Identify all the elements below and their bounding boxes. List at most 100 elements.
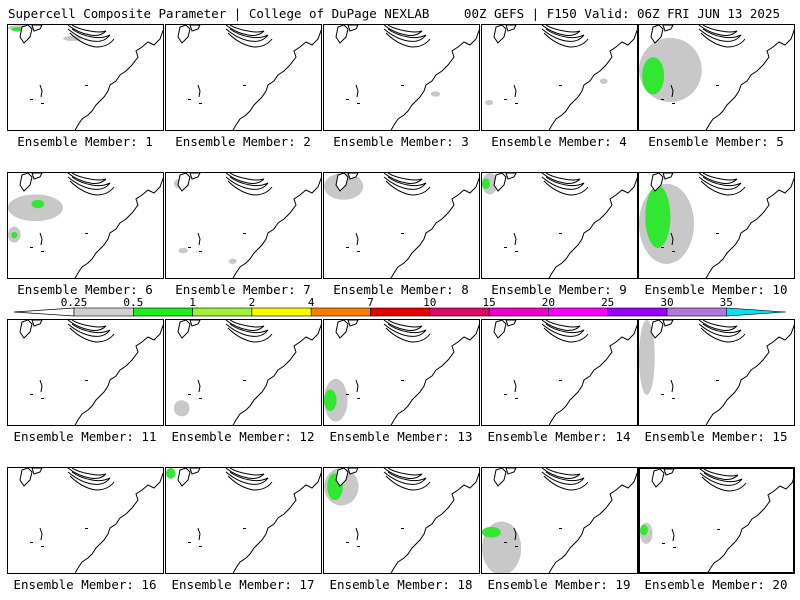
coastline <box>69 327 115 343</box>
lake-marker <box>30 247 33 248</box>
ensemble-member-map-15 <box>638 319 795 426</box>
coastline <box>347 320 359 327</box>
coastline <box>390 29 479 130</box>
ensemble-member-label: Ensemble Member: 9 <box>491 282 627 297</box>
scp-shading <box>482 526 501 538</box>
coastline <box>698 25 738 36</box>
lake-marker <box>357 103 360 104</box>
coastline <box>383 320 423 331</box>
coastline <box>225 176 269 190</box>
colorbar-segment <box>133 307 193 317</box>
coastline <box>31 25 43 32</box>
colorbar-segment <box>429 307 490 317</box>
lake-marker <box>672 398 675 399</box>
coastline <box>385 327 431 343</box>
ensemble-member-label: Ensemble Member: 1 <box>17 134 153 149</box>
member-map-canvas <box>639 320 794 425</box>
lake-marker <box>672 103 675 104</box>
coastline <box>67 323 111 337</box>
coastline <box>699 469 739 480</box>
coastline <box>390 177 479 278</box>
lake-marker <box>346 247 349 248</box>
ensemble-member-map-4 <box>481 24 638 131</box>
coastline <box>67 173 107 184</box>
member-map-canvas <box>482 468 637 573</box>
lake-marker <box>199 251 202 252</box>
coastline <box>650 320 664 339</box>
coastline <box>335 173 349 192</box>
coastline <box>39 527 43 541</box>
lake-marker <box>662 543 665 544</box>
lake-marker <box>515 103 518 104</box>
lake-marker <box>716 380 719 381</box>
colorbar-tick-label: 7 <box>367 296 374 309</box>
coastline <box>227 32 273 48</box>
coastline <box>177 25 191 44</box>
lake-marker <box>672 251 675 252</box>
ensemble-member-label: Ensemble Member: 6 <box>17 282 153 297</box>
lake-marker <box>504 394 507 395</box>
colorbar-tick-label: 2 <box>248 296 256 309</box>
coastline <box>177 173 191 192</box>
lake-marker <box>357 546 360 547</box>
colorbar-tick-label: 0.5 <box>123 296 144 309</box>
coastline <box>19 173 33 192</box>
scp-shading <box>599 78 608 84</box>
scp-shading <box>639 320 655 395</box>
lake-marker <box>401 233 404 234</box>
coastline <box>383 468 423 479</box>
colorbar-segment <box>73 307 134 317</box>
ensemble-member-label: Ensemble Member: 11 <box>13 429 157 444</box>
ensemble-member-label: Ensemble Member: 18 <box>329 577 473 592</box>
member-map-canvas <box>19 320 163 425</box>
colorbar-tick-label: 30 <box>660 296 674 309</box>
lake-marker <box>41 103 44 104</box>
coastline <box>543 475 589 491</box>
lake-marker <box>661 99 664 100</box>
coastline <box>19 25 33 44</box>
lake-marker <box>346 542 349 543</box>
coastline <box>671 528 675 542</box>
coastline <box>232 472 321 573</box>
coastline <box>543 32 589 48</box>
coastline <box>347 468 359 475</box>
coastline <box>225 320 265 331</box>
coastline <box>700 327 746 343</box>
member-map-canvas <box>324 173 479 278</box>
scp-shading <box>11 231 18 239</box>
coastline <box>225 471 269 485</box>
member-map-canvas <box>485 25 637 130</box>
member-map-canvas <box>324 320 479 425</box>
coastline <box>225 173 265 184</box>
lake-marker <box>401 380 404 381</box>
ensemble-member-label: Ensemble Member: 12 <box>171 429 315 444</box>
ensemble-member-map-20 <box>638 467 795 574</box>
coastline <box>189 25 201 32</box>
coastline <box>701 476 747 492</box>
colorbar-segment <box>251 307 312 317</box>
ensemble-member-map-7 <box>165 172 322 279</box>
coastline <box>355 527 359 541</box>
ensemble-member-map-18 <box>323 467 480 574</box>
coastline <box>225 468 265 479</box>
lake-marker <box>661 394 664 395</box>
scp-shading <box>642 57 665 95</box>
colorbar-tick-label: 20 <box>541 296 556 309</box>
coastline <box>651 469 665 488</box>
scp-shading <box>166 468 176 479</box>
colorbar-tick-label: 1 <box>189 296 196 309</box>
coastline <box>541 320 581 331</box>
coastline <box>67 320 107 331</box>
coastline <box>383 471 427 485</box>
coastline <box>505 25 517 32</box>
coastline <box>383 28 427 42</box>
coastline <box>225 25 265 36</box>
colorbar-segment <box>666 307 727 317</box>
coastline <box>698 323 742 337</box>
ensemble-member-label: Ensemble Member: 14 <box>487 429 631 444</box>
coastline <box>698 173 738 184</box>
coastline <box>74 29 163 130</box>
coastline <box>232 177 321 278</box>
coastline <box>705 324 794 425</box>
coastline <box>493 25 507 44</box>
